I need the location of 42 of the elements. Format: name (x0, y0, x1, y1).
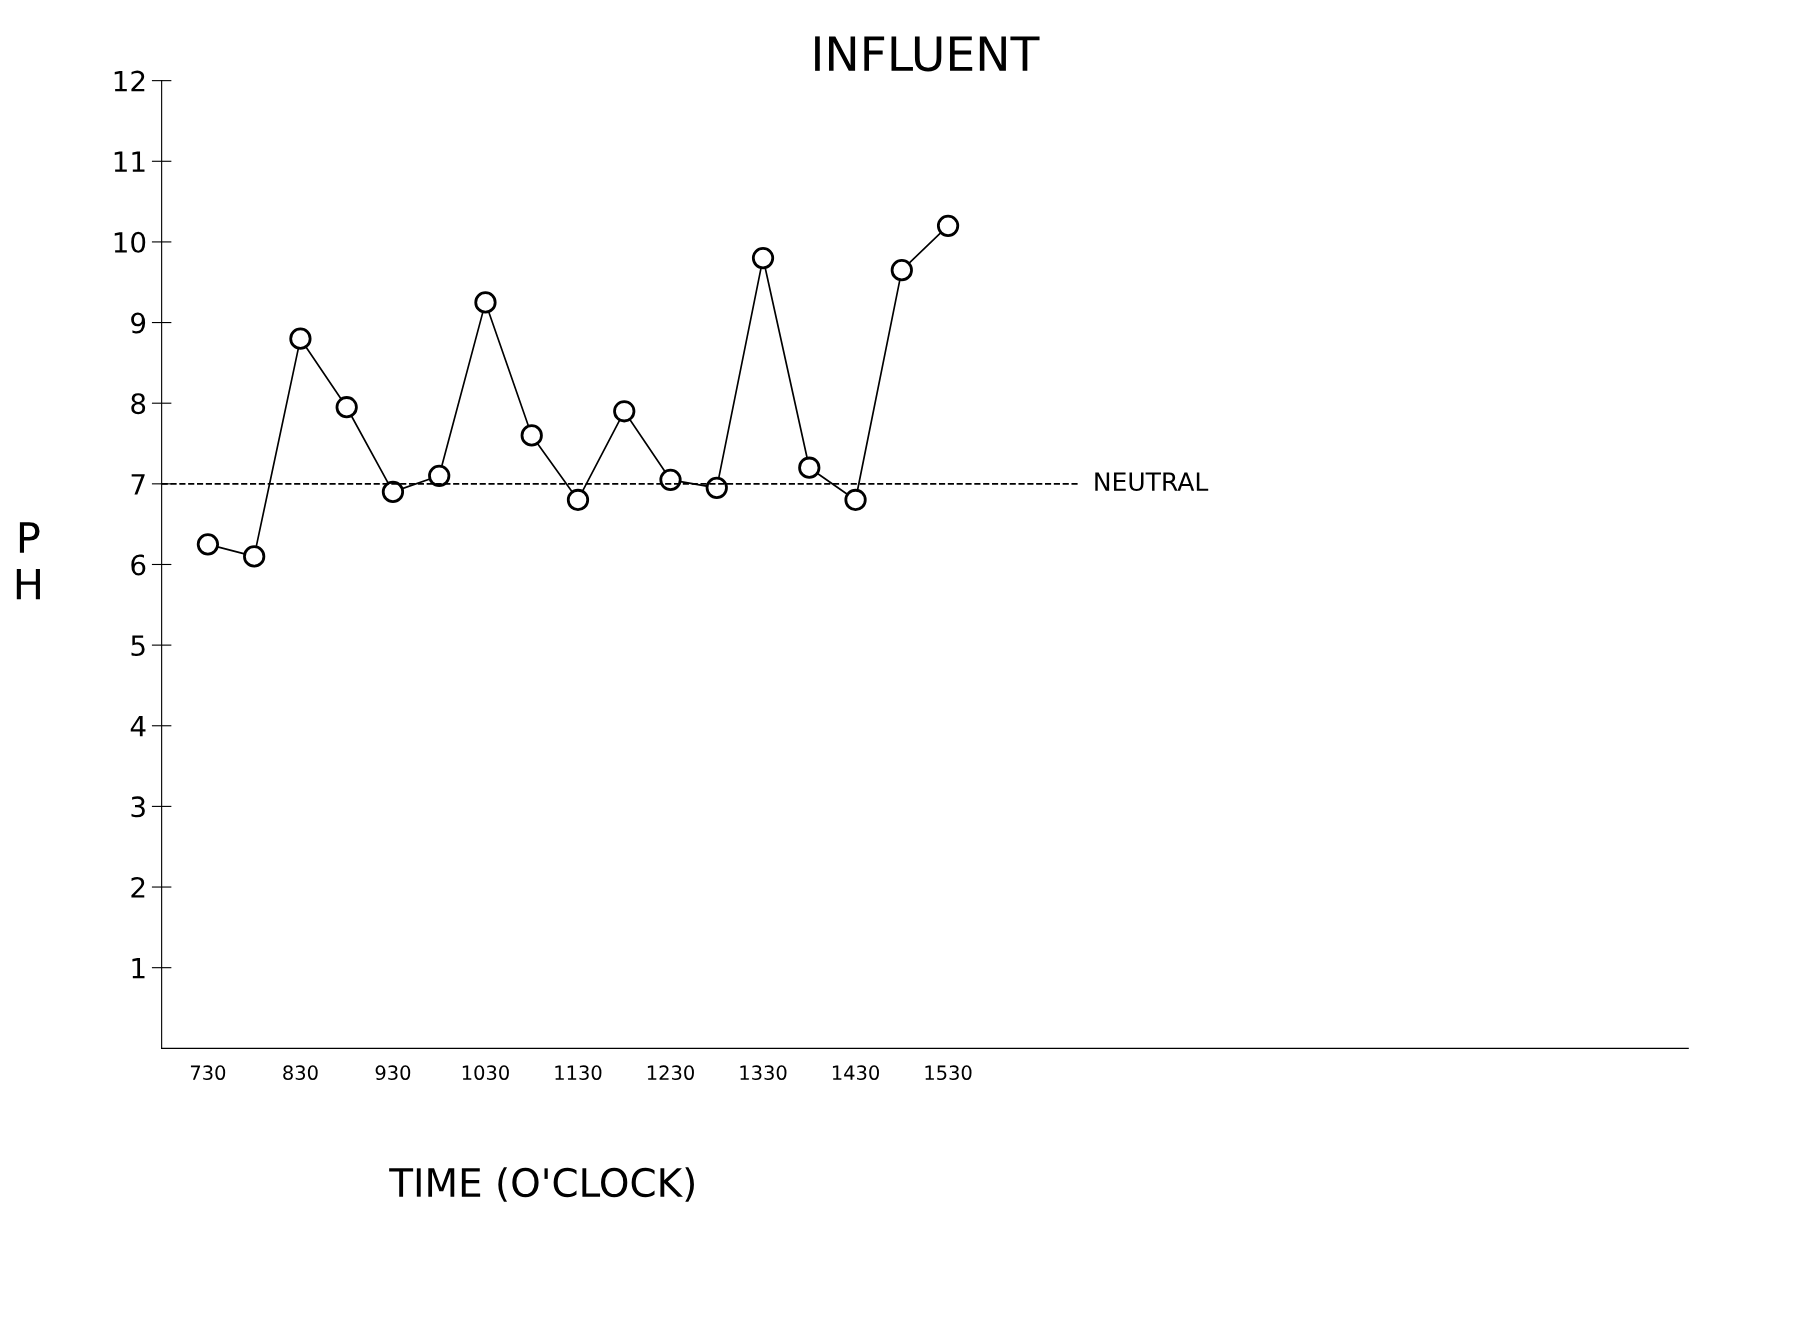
x-tick-label: 1230 (647, 1065, 694, 1081)
y-tick-label: 5 (131, 635, 145, 657)
y-tick-label: 12 (114, 70, 145, 92)
point (844, 488, 867, 512)
x-tick-label: 730 (190, 1065, 226, 1081)
y-axis-title: PH (16, 522, 40, 600)
y-tick-label: 2 (131, 876, 145, 898)
y-tick-label: 3 (131, 796, 145, 818)
point (335, 396, 358, 419)
point (798, 456, 821, 479)
point (705, 476, 728, 499)
y-tick-label: 9 (131, 312, 146, 334)
x-tick-label: 1430 (832, 1065, 879, 1081)
y-tick-label: 1 (132, 957, 145, 979)
point (659, 468, 682, 491)
y-tick-label: 4 (130, 716, 146, 737)
point (196, 533, 220, 556)
y-tick-label: 10 (114, 231, 146, 253)
point (613, 400, 636, 423)
point (381, 480, 405, 504)
x-tick-label: 830 (283, 1065, 318, 1081)
point (289, 327, 312, 350)
y-tick-label: 6 (131, 554, 146, 576)
point (751, 246, 775, 270)
point (474, 291, 497, 314)
point (428, 464, 451, 487)
x-tick-label: 1530 (925, 1065, 972, 1081)
x-tick-label: 930 (375, 1065, 411, 1081)
point (243, 545, 266, 568)
y-tick-label: 11 (114, 151, 145, 172)
point (890, 259, 913, 282)
x-tick-label: 1030 (462, 1065, 509, 1081)
y-tick-label: 7 (131, 474, 145, 495)
point (936, 214, 960, 237)
x-tick-label: 1130 (555, 1065, 602, 1081)
x-tick-label: 1330 (740, 1065, 787, 1081)
point (520, 424, 543, 447)
ref-line-label: NEUTRAL (1095, 472, 1209, 492)
x-axis-title: TIME (O'CLOCK) (389, 1167, 694, 1202)
point (566, 488, 590, 512)
chart-title: INFLUENT (815, 36, 1040, 72)
y-tick-label: 8 (131, 393, 146, 415)
